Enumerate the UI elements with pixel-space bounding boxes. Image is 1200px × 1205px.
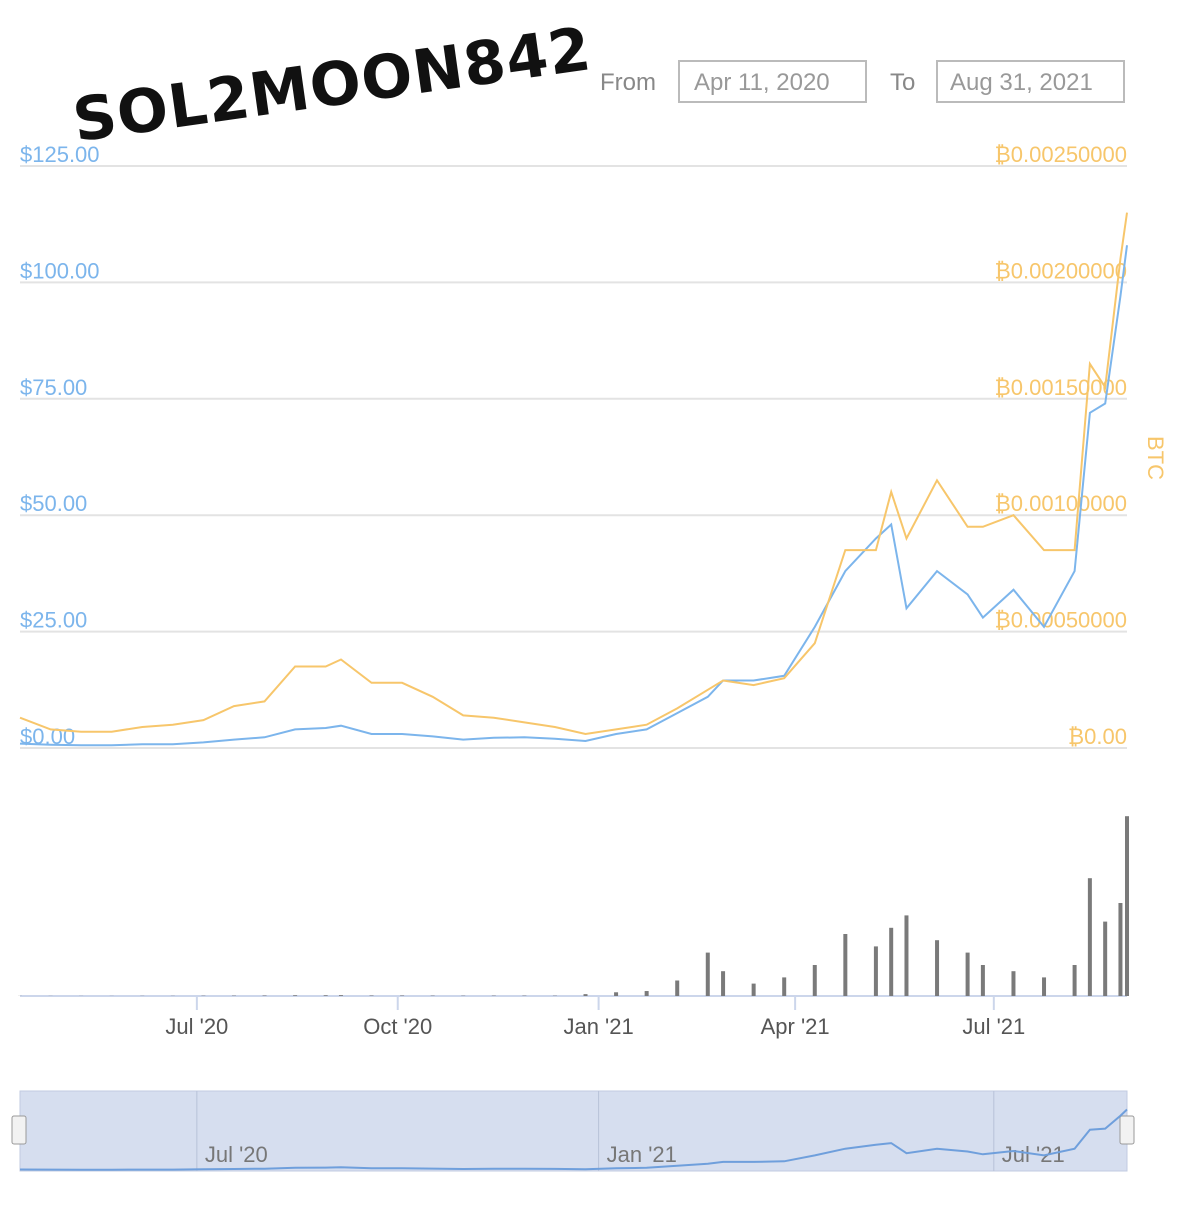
navigator[interactable] <box>20 1091 1127 1171</box>
volume-bar <box>1088 878 1092 996</box>
y2-axis-label: BTC <box>1143 436 1168 480</box>
volume-bar <box>981 965 985 996</box>
y-tick-label: $125.00 <box>20 142 100 167</box>
price-line <box>20 245 1127 745</box>
volume-bar <box>675 981 679 997</box>
y-tick-label: $25.00 <box>20 608 87 633</box>
from-label: From <box>600 69 656 96</box>
volume-bar <box>614 992 618 996</box>
x-tick-label: Jan '21 <box>563 1014 633 1039</box>
y2-tick-label: ₿0.00200000 <box>994 258 1127 283</box>
volume-bar <box>706 953 710 996</box>
volume-bar <box>935 940 939 996</box>
to-label: To <box>890 69 915 96</box>
volume-bar <box>1125 816 1129 996</box>
volume-bar <box>813 965 817 996</box>
navigator-tick-label: Jul '20 <box>205 1142 268 1167</box>
volume-bar <box>1042 977 1046 996</box>
y-tick-label: $50.00 <box>20 491 87 516</box>
volume-bar <box>782 977 786 996</box>
volume-bar <box>904 915 908 996</box>
x-tick-label: Apr '21 <box>761 1014 830 1039</box>
volume-bar <box>584 994 588 996</box>
navigator-tick-label: Jan '21 <box>607 1142 677 1167</box>
x-tick-label: Oct '20 <box>363 1014 432 1039</box>
volume-bar <box>1073 965 1077 996</box>
y2-tick-label: ₿0.00 <box>1068 724 1127 749</box>
volume-bar <box>843 934 847 996</box>
y-tick-label: $75.00 <box>20 375 87 400</box>
watermark: SOL2MOON842 <box>69 14 596 156</box>
navigator-handle[interactable] <box>1120 1116 1134 1144</box>
volume-bar <box>721 971 725 996</box>
y2-tick-label: ₿0.00250000 <box>994 142 1127 167</box>
volume-bar <box>966 953 970 996</box>
volume-bar <box>293 995 297 996</box>
volume-bar <box>1011 971 1015 996</box>
volume-bar <box>874 946 878 996</box>
volume-bar <box>339 995 343 996</box>
y2-tick-label: ₿0.00050000 <box>994 608 1127 633</box>
x-tick-label: Jul '21 <box>962 1014 1025 1039</box>
volume-bar <box>645 991 649 996</box>
volume-bar <box>324 995 328 996</box>
volume-bar <box>1103 922 1107 996</box>
price-line <box>20 213 1127 734</box>
x-tick-label: Jul '20 <box>165 1014 228 1039</box>
y-tick-label: $100.00 <box>20 258 100 283</box>
navigator-handle[interactable] <box>12 1116 26 1144</box>
to-value[interactable]: Aug 31, 2021 <box>950 69 1093 96</box>
volume-bar <box>752 984 756 996</box>
volume-bar <box>1118 903 1122 996</box>
volume-bar <box>889 928 893 996</box>
y2-tick-label: ₿0.00100000 <box>994 491 1127 516</box>
from-value[interactable]: Apr 11, 2020 <box>694 69 830 96</box>
